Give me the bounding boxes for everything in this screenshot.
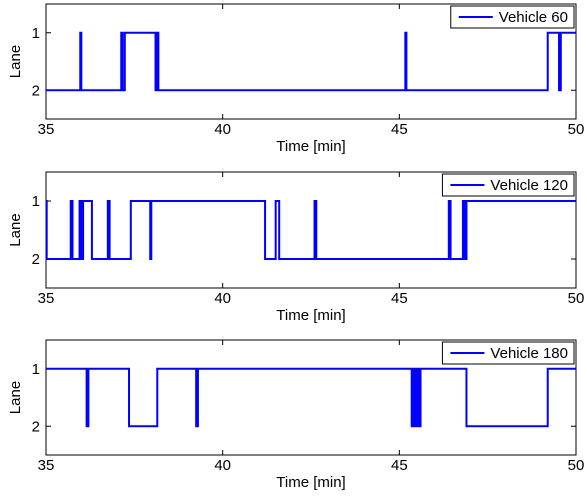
- series-line-vehicle-60: [46, 31, 576, 92]
- x-tick-label: 35: [38, 121, 55, 138]
- legend: Vehicle 60: [450, 5, 575, 29]
- y-tick-label: 1: [32, 25, 40, 42]
- y-axis-label: Lane: [7, 45, 24, 78]
- x-tick-label: 40: [214, 121, 231, 138]
- x-tick-label: 40: [214, 290, 231, 307]
- panel-2: 35 40 45 50 1 2 Time [min] Lane Vehicle 120: [7, 171, 585, 324]
- x-axis-label: Time [min]: [276, 138, 345, 155]
- x-tick-label: 50: [568, 121, 585, 138]
- x-tick-label: 45: [391, 457, 408, 474]
- y-tick-label: 1: [32, 193, 40, 210]
- x-tick-label: 50: [568, 290, 585, 307]
- x-tick-label: 45: [391, 290, 408, 307]
- legend-box: [441, 341, 575, 365]
- panel-3: 35 40 45 50 1 2 Time [min] Lane Vehicle 180: [7, 339, 585, 491]
- series-line-vehicle-180: [46, 367, 576, 428]
- y-axis-label: Lane: [7, 213, 24, 246]
- x-tick-label: 45: [391, 121, 408, 138]
- x-tick-label: 35: [38, 290, 55, 307]
- series-line-vehicle-120: [45, 200, 576, 260]
- x-axis-label: Time [min]: [276, 307, 345, 324]
- x-tick-label: 40: [214, 457, 231, 474]
- legend-box: [450, 5, 575, 29]
- y-tick-label: 2: [32, 251, 40, 268]
- y-tick-label: 1: [32, 361, 40, 378]
- legend-label: Vehicle 180: [490, 345, 568, 362]
- x-tick-label: 50: [568, 457, 585, 474]
- y-axis-label: Lane: [7, 381, 24, 414]
- y-tick-label: 2: [32, 418, 40, 435]
- legend-label: Vehicle 60: [499, 9, 568, 26]
- panel-1: 35 40 45 50 1 2 Time [min] Lane Vehicle 60: [7, 3, 585, 155]
- legend-label: Vehicle 120: [490, 177, 568, 194]
- x-axis-label: Time [min]: [276, 474, 345, 491]
- y-tick-label: 2: [32, 82, 40, 99]
- legend-box: [441, 173, 575, 197]
- legend: Vehicle 120: [441, 173, 575, 197]
- x-tick-label: 35: [38, 457, 55, 474]
- legend: Vehicle 180: [441, 341, 575, 365]
